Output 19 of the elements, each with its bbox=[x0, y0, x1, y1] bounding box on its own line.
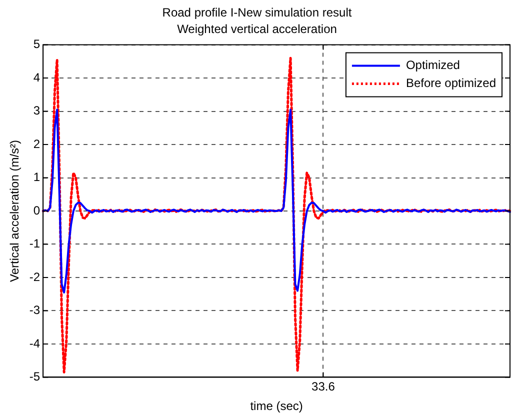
y-tick-label: -2 bbox=[29, 270, 40, 284]
y-tick-label: 2 bbox=[33, 136, 40, 151]
chart-title: Road profile I-New simulation result bbox=[162, 6, 352, 20]
chart-subtitle: Weighted vertical acceleration bbox=[177, 22, 337, 36]
y-tick-label: -5 bbox=[29, 370, 40, 384]
y-tick-label: 5 bbox=[33, 37, 40, 52]
y-tick-label: 0 bbox=[33, 203, 40, 218]
line-series bbox=[42, 56, 512, 374]
legend-label: Optimized bbox=[406, 58, 460, 72]
y-tick-label: -4 bbox=[29, 336, 40, 350]
legend-label: Before optimized bbox=[406, 76, 496, 90]
x-tick-label: 33.6 bbox=[312, 380, 336, 394]
y-axis-title: Vertical acceleration (m/s²) bbox=[8, 140, 22, 282]
y-tick-label: 4 bbox=[33, 70, 40, 84]
x-axis-title: time (sec) bbox=[250, 399, 303, 414]
y-tick-label: 3 bbox=[33, 104, 40, 118]
y-tick-label: 1 bbox=[33, 170, 40, 184]
y-tick-label: -1 bbox=[29, 236, 40, 251]
y-tick-label: -3 bbox=[29, 303, 40, 318]
